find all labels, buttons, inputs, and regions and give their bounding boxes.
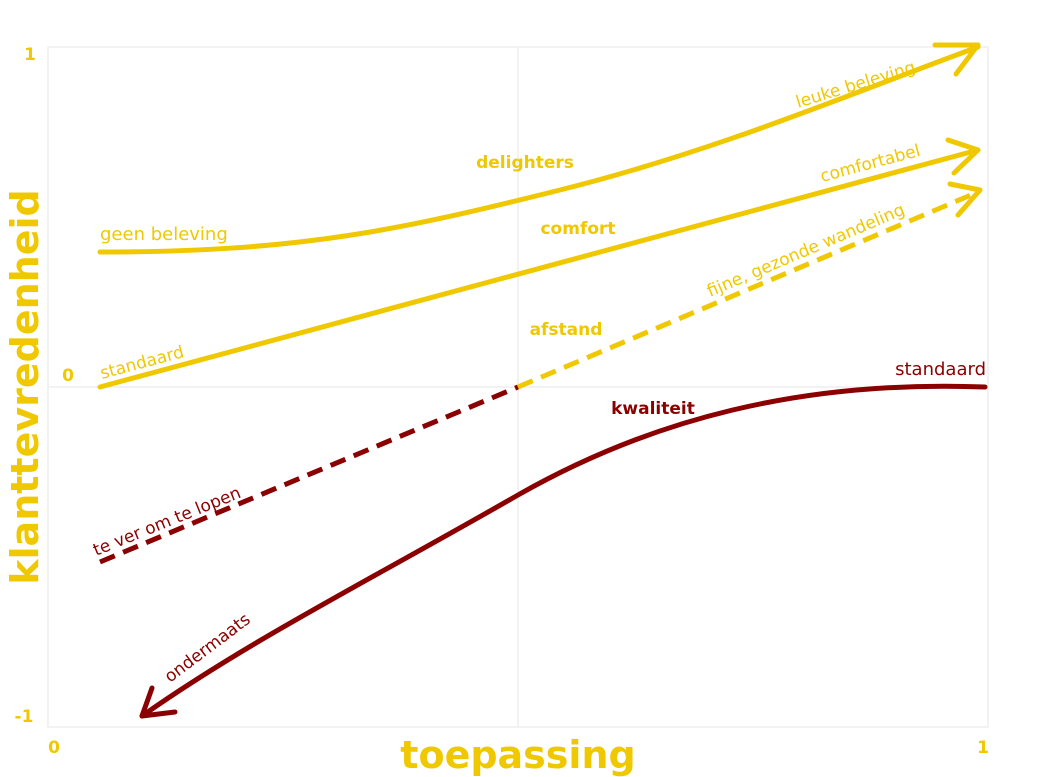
delighters-title: delighters xyxy=(476,153,574,173)
comfort-title: comfort xyxy=(540,219,615,239)
kwaliteit-title: kwaliteit xyxy=(611,399,695,419)
kwaliteit-arrowhead xyxy=(139,685,178,719)
x-tick-right: 1 xyxy=(977,738,989,758)
x-axis-title: toepassing xyxy=(400,733,635,777)
comfort-line xyxy=(97,147,981,390)
afstand-positive-line xyxy=(517,189,979,390)
delighters-end-label: leuke beleving xyxy=(794,57,918,112)
y-tick-bottom: -1 xyxy=(15,707,34,727)
delighters-start-label: geen beleving xyxy=(100,224,228,245)
kwaliteit-curve xyxy=(139,383,988,719)
delighters-curve xyxy=(97,44,981,255)
x-tick-left: 0 xyxy=(48,738,60,758)
y-tick-top: 1 xyxy=(24,45,36,65)
y-axis-title: klanttevredenheid xyxy=(3,189,47,584)
afstand-title: afstand xyxy=(530,320,603,340)
afstand-start-label: te ver om te lopen xyxy=(90,483,244,561)
comfort-arrowhead xyxy=(945,137,981,176)
afstand-negative-line xyxy=(99,384,519,565)
kwaliteit-end-label: standaard xyxy=(895,359,986,380)
y-tick-mid: 0 xyxy=(62,366,74,386)
delighters-arrowhead xyxy=(932,42,981,77)
kwaliteit-start-label: ondermaats xyxy=(161,610,255,687)
afstand-arrowhead xyxy=(947,181,983,218)
